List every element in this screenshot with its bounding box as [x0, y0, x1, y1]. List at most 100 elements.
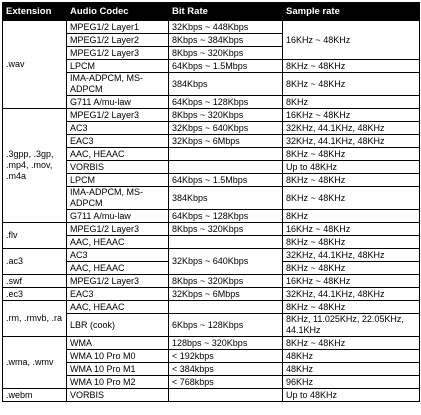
- row: AAC, HEAAC 8KHz ~ 48KHz: [3, 235, 420, 249]
- header-row: Extension Audio Codec Bit Rate Sample ra…: [2, 2, 420, 21]
- row: IMA-ADPCM, MS-ADPCM 384Kbps 8KHz ~ 48KHz: [3, 186, 420, 210]
- sample-rate-cell: 32KHz, 44.1KHz, 48KHz: [282, 121, 420, 135]
- codec-cell: EAC3: [66, 287, 169, 301]
- bit-rate-cell: 8Kbps ~ 320Kbps: [168, 274, 283, 288]
- bit-rate-cell: 32Kbps ~ 6Mbps: [168, 287, 283, 301]
- header-cell: Sample rate: [282, 2, 420, 21]
- codec-cell: VORBIS: [66, 388, 169, 402]
- row: .3gpp, .3gp, .mp4, .mov, .m4a MPEG1/2 La…: [2, 108, 420, 223]
- sample-rate-cell: 8KHz ~ 48KHz: [282, 72, 420, 96]
- sample-rate-cell: 32KHz, 44.1KHz, 48KHz: [282, 287, 420, 301]
- bit-rate-cell: 8Kbps ~ 320Kbps: [168, 108, 283, 122]
- row: .ec3 EAC3 32Kbps ~ 6Mbps 32KHz, 44.1KHz,…: [2, 287, 420, 301]
- row: G711 A/mu-law 64Kbps ~ 128Kbps 8KHz: [3, 209, 420, 223]
- row: EAC3 32Kbps ~ 6Mbps 32KHz, 44.1KHz, 48KH…: [3, 134, 420, 148]
- sample-rate-cell: 96KHz: [282, 375, 420, 389]
- codec-cell: IMA-ADPCM, MS-ADPCM: [66, 186, 169, 210]
- codec-cell: LBR (cook): [66, 313, 169, 337]
- extension-cell: .ac3: [2, 248, 67, 275]
- extension-cell: .ec3: [2, 287, 67, 301]
- bit-rate-cell: < 192kbps: [168, 349, 283, 363]
- codec-cell: AAC, HEAAC: [66, 300, 169, 314]
- extension-cell: .wav: [2, 20, 67, 109]
- sample-rate-cell: 16KHz ~ 48KHz: [282, 222, 420, 236]
- bit-rate-cell: 32Kbps ~ 448Kbps: [168, 20, 283, 34]
- row: AC3 32Kbps ~ 640Kbps 32KHz, 44.1KHz, 48K…: [3, 121, 420, 135]
- codec-cell: WMA 10 Pro M1: [66, 362, 169, 376]
- codec-cell: AC3: [66, 248, 169, 262]
- sample-rate-cell: Up to 48KHz: [282, 160, 420, 174]
- row: G711 A/mu-law 64Kbps ~ 128Kbps 8KHz: [3, 95, 420, 109]
- bit-rate-cell: < 768kbps: [168, 375, 283, 389]
- table-body: .wav MPEG1/2 Layer1 32Kbps ~ 448Kbps 16K…: [2, 20, 420, 402]
- codec-table: Extension Audio Codec Bit Rate Sample ra…: [2, 2, 420, 402]
- sample-rate-cell: 32KHz, 44.1KHz, 48KHz: [282, 248, 420, 262]
- extension-cell: .rm, .rmvb, .ra: [2, 300, 67, 337]
- sample-rate-cell: 8KHz ~ 48KHz: [282, 235, 420, 249]
- row: AAC, HEAAC 8KHz ~ 48KHz: [3, 261, 420, 275]
- header-cell: Bit Rate: [168, 2, 283, 21]
- bit-rate-cell: 384Kbps: [168, 72, 283, 96]
- row: .rm, .rmvb, .ra AAC, HEAAC 8KHz ~ 48KHz: [2, 300, 420, 337]
- bit-rate-cell: 8Kbps ~ 320Kbps: [168, 222, 283, 236]
- bit-rate-cell: 8Kbps ~ 384Kbps: [168, 33, 283, 47]
- sample-rate-cell: Up to 48KHz: [282, 388, 420, 402]
- sample-rate-cell: 16KHz ~ 48KHz: [282, 274, 420, 288]
- codec-cell: VORBIS: [66, 160, 169, 174]
- sample-rate-cell: 32KHz, 44.1KHz, 48KHz: [282, 134, 420, 148]
- row: MPEG1/2 Layer2 8Kbps ~ 384Kbps: [3, 33, 420, 47]
- extension-cell: .wma, .wmv: [2, 336, 67, 389]
- row: IMA-ADPCM, MS-ADPCM 384Kbps 8KHz ~ 48KHz: [3, 72, 420, 96]
- codec-cell: AC3: [66, 121, 169, 135]
- row: WMA 10 Pro M1 < 384kbps 48KHz: [3, 362, 420, 376]
- extension-cell: .swf: [2, 274, 67, 288]
- sample-rate-cell: 16KHz ~ 48KHz: [282, 20, 420, 60]
- row: MPEG1/2 Layer3 8Kbps ~ 320Kbps: [3, 46, 420, 60]
- sample-rate-cell: 8KHz ~ 48KHz: [282, 173, 420, 187]
- extension-cell: .3gpp, .3gp, .mp4, .mov, .m4a: [2, 108, 67, 223]
- sample-rate-cell: 48KHz: [282, 362, 420, 376]
- codec-cell: MPEG1/2 Layer3: [66, 222, 169, 236]
- codec-cell: MPEG1/2 Layer2: [66, 33, 169, 47]
- bit-rate-cell: 32Kbps ~ 640Kbps: [168, 248, 283, 275]
- bit-rate-cell: 32Kbps ~ 6Mbps: [168, 134, 283, 148]
- bit-rate-cell: 32Kbps ~ 640Kbps: [168, 121, 283, 135]
- bit-rate-cell: [168, 235, 283, 249]
- row: .wma, .wmv WMA 128bps ~ 320Kbps 8KHz ~ 4…: [2, 336, 420, 389]
- row: .flv MPEG1/2 Layer3 8Kbps ~ 320Kbps 16KH…: [2, 222, 420, 249]
- sample-rate-cell: 16KHz ~ 48KHz: [282, 108, 420, 122]
- sample-rate-cell: 8KHz: [282, 209, 420, 223]
- extension-cell: .flv: [2, 222, 67, 249]
- bit-rate-cell: 64Kbps ~ 1.5Mbps: [168, 173, 283, 187]
- codec-cell: AAC, HEAAC: [66, 147, 169, 161]
- bit-rate-cell: 6Kbps ~ 128Kbps: [168, 313, 283, 337]
- header-cell: Extension: [2, 2, 67, 21]
- codec-cell: MPEG1/2 Layer3: [66, 274, 169, 288]
- sample-rate-cell: 8KHz: [282, 95, 420, 109]
- codec-cell: MPEG1/2 Layer1: [66, 20, 169, 34]
- sample-rate-cell: 8KHz ~ 48KHz: [282, 59, 420, 73]
- bit-rate-cell: [168, 160, 283, 174]
- row: AAC, HEAAC 8KHz ~ 48KHz: [3, 147, 420, 161]
- row: .wav MPEG1/2 Layer1 32Kbps ~ 448Kbps 16K…: [2, 20, 420, 109]
- codec-cell: IMA-ADPCM, MS-ADPCM: [66, 72, 169, 96]
- bit-rate-cell: 64Kbps ~ 1.5Mbps: [168, 59, 283, 73]
- codec-cell: MPEG1/2 Layer3: [66, 108, 169, 122]
- row: LPCM 64Kbps ~ 1.5Mbps 8KHz ~ 48KHz: [3, 173, 420, 187]
- row: .ac3 AC3 32Kbps ~ 640Kbps 32KHz, 44.1KHz…: [2, 248, 420, 275]
- extension-cell: .webm: [2, 388, 67, 402]
- bit-rate-cell: 384Kbps: [168, 186, 283, 210]
- row: .webm VORBIS Up to 48KHz: [2, 388, 420, 402]
- sample-rate-cell: 8KHz, 11.025KHz, 22.05KHz, 44.1KHz: [282, 313, 420, 337]
- row: WMA 10 Pro M0 < 192kbps 48KHz: [3, 349, 420, 363]
- codec-cell: WMA: [66, 336, 169, 350]
- codec-cell: AAC, HEAAC: [66, 235, 169, 249]
- sample-rate-cell: 8KHz ~ 48KHz: [282, 261, 420, 275]
- row: WMA 10 Pro M2 < 768kbps 96KHz: [3, 375, 420, 389]
- sample-rate-cell: 8KHz ~ 48KHz: [282, 336, 420, 350]
- sample-rate-cell: 48KHz: [282, 349, 420, 363]
- header-cell: Audio Codec: [66, 2, 169, 21]
- sample-rate-cell: 8KHz ~ 48KHz: [282, 186, 420, 210]
- codec-cell: MPEG1/2 Layer3: [66, 46, 169, 60]
